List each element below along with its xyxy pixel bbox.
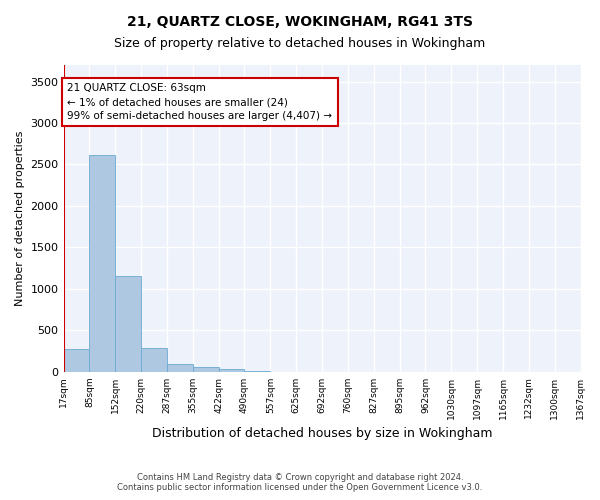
Bar: [218, 369, 244, 372]
Bar: [193, 366, 218, 372]
Bar: [167, 364, 193, 372]
Bar: [141, 348, 167, 372]
Bar: [64, 350, 89, 372]
Text: Contains HM Land Registry data © Crown copyright and database right 2024.
Contai: Contains HM Land Registry data © Crown c…: [118, 473, 482, 492]
Text: Size of property relative to detached houses in Wokingham: Size of property relative to detached ho…: [115, 38, 485, 51]
X-axis label: Distribution of detached houses by size in Wokingham: Distribution of detached houses by size …: [152, 427, 492, 440]
Text: 21, QUARTZ CLOSE, WOKINGHAM, RG41 3TS: 21, QUARTZ CLOSE, WOKINGHAM, RG41 3TS: [127, 15, 473, 29]
Bar: [89, 154, 115, 372]
Text: 21 QUARTZ CLOSE: 63sqm
← 1% of detached houses are smaller (24)
99% of semi-deta: 21 QUARTZ CLOSE: 63sqm ← 1% of detached …: [67, 83, 332, 121]
Y-axis label: Number of detached properties: Number of detached properties: [15, 130, 25, 306]
Bar: [115, 276, 141, 372]
